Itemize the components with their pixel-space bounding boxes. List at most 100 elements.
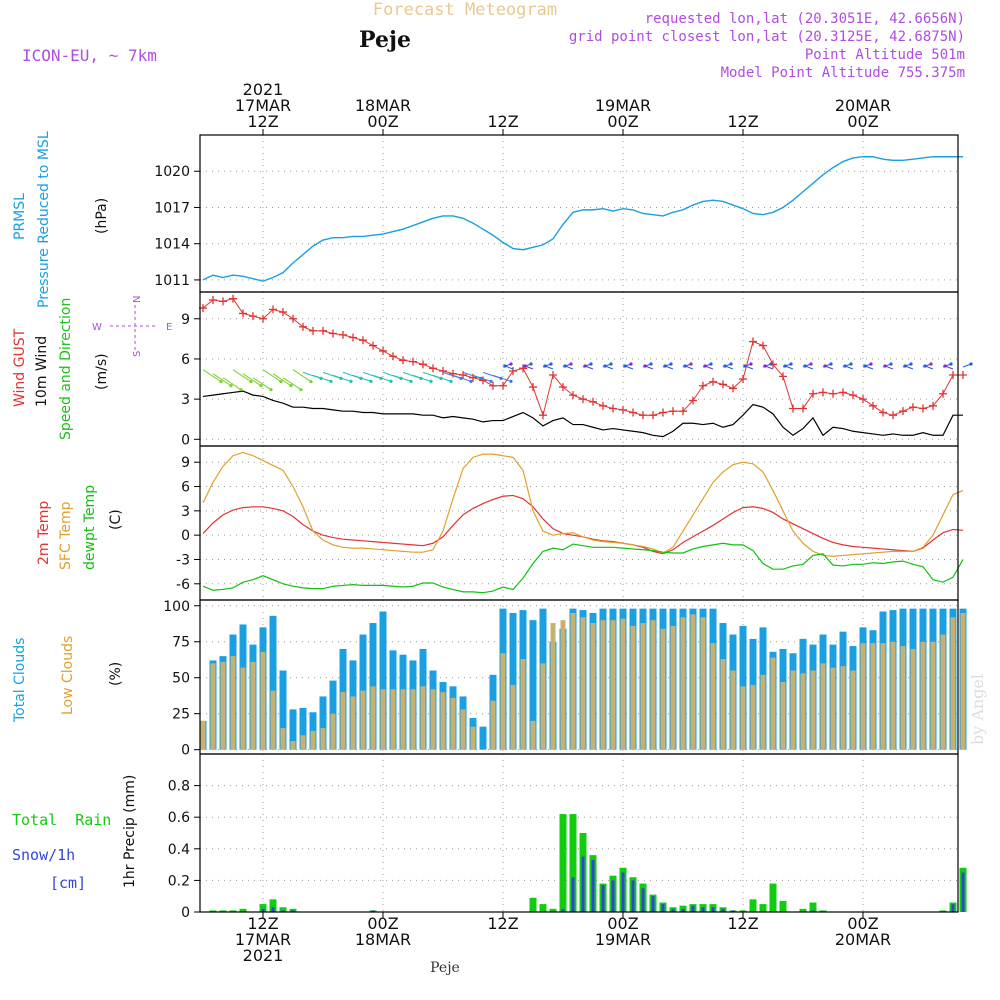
low-cloud-bar [750,684,756,750]
low-cloud-bar [460,709,466,750]
low-cloud-bar [700,617,706,750]
rain-bar [819,910,827,912]
gust-marker [559,383,567,392]
bottom-time-label: 19MAR [595,930,651,949]
y-tick-label: 0.8 [168,779,190,795]
snow-bar [291,910,295,912]
gust-marker [689,396,697,405]
wind-direction-arrow [412,374,432,382]
footer-location: Peje [430,960,460,976]
wind-arrow-head [829,362,833,366]
wind-direction-arrow [212,373,232,387]
pressure-label-prmsl: PRMSL [12,193,28,240]
low-cloud-bar [720,659,726,750]
rain-bar [259,904,267,912]
wind-direction-arrow [232,369,252,383]
rain-bar [269,899,277,912]
rain-bar [739,910,747,912]
wind-arrow-head [239,388,243,392]
gust-marker [579,395,587,404]
low-cloud-bar [690,614,696,750]
wind-arrow-head [623,364,627,368]
wind-arrow-head [689,362,693,366]
y-tick-label: 9 [181,312,190,328]
low-cloud-bar [360,690,366,750]
y-tick-label: -3 [176,552,190,568]
wind-arrow-head [649,362,653,366]
compass-south: S [132,351,143,357]
rain-bar [679,905,687,912]
bottom-time-label: 18MAR [355,930,411,949]
wind-direction-arrow [262,369,282,383]
rain-label: Total Rain [12,811,111,829]
gust-marker [529,383,537,392]
bottom-time-label: 20MAR [835,930,891,949]
wind-arrow-head [669,362,673,366]
panel-frame [199,445,959,601]
pressure-line [202,156,963,282]
panel-2: -6 -3 0 3 6 9 [176,446,958,600]
y-tick-label: 0 [181,528,190,544]
wind-direction-arrow [202,369,222,383]
low-cloud-bar [670,625,676,750]
y-tick-label: 0.4 [168,842,190,858]
wind-arrow-head [809,362,813,366]
snow-unit-label: [cm] [50,874,86,892]
snow-label: Snow/1h [12,846,75,864]
low-cloud-bar [450,697,456,750]
gust-marker [739,375,747,384]
low-cloud-bar [560,620,566,750]
rain-bar [559,814,567,912]
gust-marker [719,380,727,389]
wind-direction-arrow [392,374,412,382]
low-cloud-bar [210,663,216,750]
y-tick-label: 100 [163,599,190,615]
gust-marker [829,389,837,398]
snow-bar [711,907,715,912]
top-time-label: 12Z [247,112,278,131]
wind-direction-arrow [372,374,392,382]
wind-arrow-head [703,364,707,368]
gust-marker [899,407,907,416]
wind-arrow-head [329,379,333,383]
gust-marker [509,367,517,376]
wind-arrow-head [529,362,533,366]
gust-marker [749,337,757,346]
top-time-label: 17MAR [235,96,291,115]
wind-arrow-head [549,362,553,366]
gust-marker [479,376,487,385]
total-cloud-bar [379,611,387,750]
rain-bar [809,902,817,912]
low-cloud-bar [400,689,406,750]
wind-direction-arrow [432,374,452,382]
compass-east: E [166,322,172,333]
wind-arrow-head [369,379,373,383]
wind-arrow-head [389,379,393,383]
wind-arrow-head [869,362,873,366]
panel-frame [199,291,959,447]
gust-marker [339,330,347,339]
gust-marker [889,411,897,420]
snow-bar [691,905,695,912]
wind-arrow-head [309,380,313,384]
wind-arrow-head [229,384,233,388]
low-cloud-bar [930,641,936,750]
gust-marker [389,352,397,361]
gust-marker [549,371,557,380]
wind-arrow-head [889,362,893,366]
gust-marker [409,357,417,366]
low-cloud-bar [280,728,286,750]
low-cloud-bar [530,720,536,750]
wind-arrow-head [289,384,293,388]
main-title: Forecast Meteogram [373,0,557,20]
wind-arrow-head [843,364,847,368]
total-cloud-bar [279,670,287,750]
wind-arrow-head [629,362,633,366]
gust-marker [839,388,847,397]
top-time-label: 19MAR [595,96,651,115]
wind-direction-arrow [472,374,492,382]
snow-bar [641,888,645,912]
wind-compass: N S W E [92,296,172,357]
total-clouds-label: Total Clouds [12,638,28,723]
temp2m-label: 2m Temp [36,501,52,565]
